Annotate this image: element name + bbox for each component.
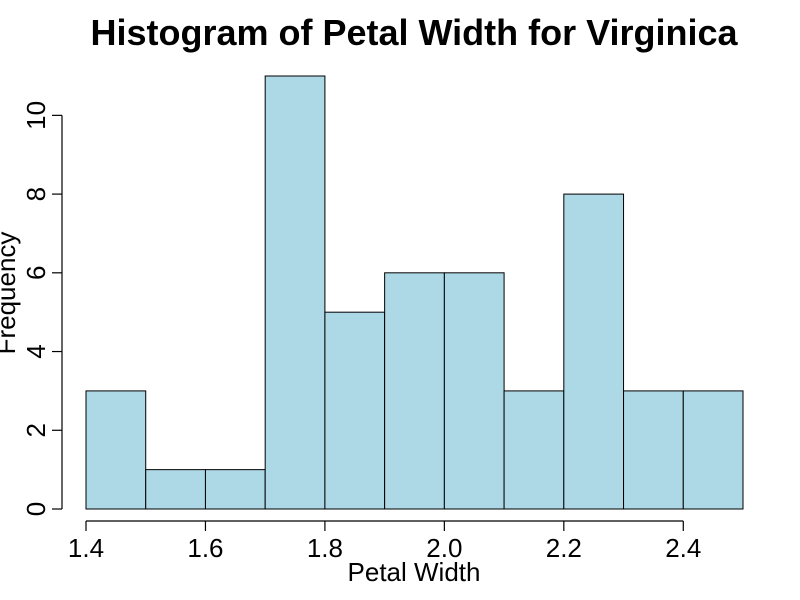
y-tick-label-3: 6	[21, 266, 51, 280]
histogram-bar-3	[264, 75, 326, 510]
histogram-bar-8	[563, 193, 625, 510]
histogram-bar-7	[503, 390, 565, 510]
histogram-bar-2	[204, 469, 266, 510]
chart-title: Histogram of Petal Width for Virginica	[90, 12, 738, 53]
x-tick-label-2: 1.8	[307, 533, 343, 563]
y-tick-label-1: 2	[21, 423, 51, 437]
y-axis: 0 2 4 6 8 10	[21, 101, 63, 516]
x-tick-label-3: 2.0	[426, 533, 462, 563]
x-tick-label-1: 1.6	[187, 533, 223, 563]
y-tick-label-4: 8	[21, 187, 51, 201]
histogram-bar-10	[682, 390, 744, 510]
x-axis-label: Petal Width	[348, 557, 481, 587]
y-tick-label-5: 10	[21, 101, 51, 130]
x-tick-label-0: 1.4	[68, 533, 104, 563]
bars-group	[85, 75, 744, 510]
x-axis: 1.4 1.6 1.8 2.0 2.2 2.4	[68, 520, 701, 563]
y-tick-label-0: 0	[21, 502, 51, 516]
x-tick-label-4: 2.2	[546, 533, 582, 563]
histogram-bar-9	[623, 390, 684, 510]
y-tick-label-2: 4	[21, 344, 51, 358]
histogram-bar-6	[443, 272, 505, 510]
x-tick-label-5: 2.4	[665, 533, 701, 563]
histogram-bar-4	[324, 311, 386, 510]
histogram-bar-1	[145, 469, 206, 510]
y-axis-label: Frequency	[0, 232, 21, 355]
histogram-bar-5	[384, 272, 445, 510]
histogram-bar-0	[85, 390, 147, 510]
